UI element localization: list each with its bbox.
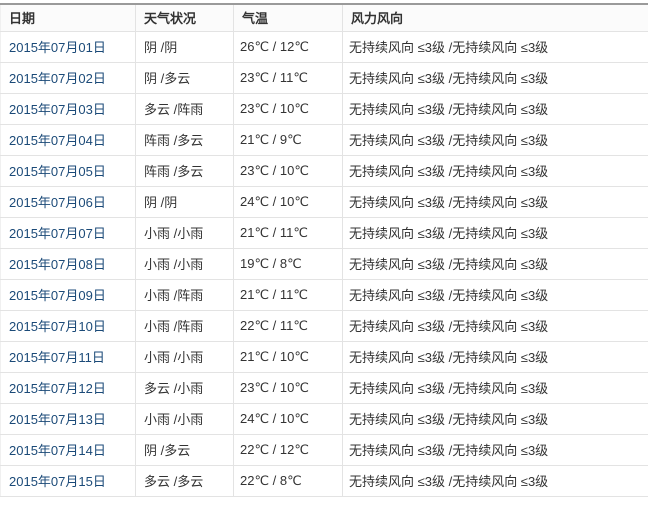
wind-cell: 无持续风向 ≤3级 /无持续风向 ≤3级 <box>342 155 648 187</box>
column-header-temp: 气温 <box>233 4 343 32</box>
wind-cell: 无持续风向 ≤3级 /无持续风向 ≤3级 <box>342 186 648 218</box>
table-row: 2015年07月03日 多云 /阵雨 23℃ / 10℃ 无持续风向 ≤3级 /无持续… <box>0 93 648 125</box>
wind-cell: 无持续风向 ≤3级 /无持续风向 ≤3级 <box>342 310 648 342</box>
weather-cell: 小雨 /小雨 <box>135 217 234 249</box>
date-link[interactable]: 2015年07月08日 <box>9 257 106 272</box>
weather-cell: 小雨 /小雨 <box>135 403 234 435</box>
weather-cell: 阴 /阴 <box>135 31 234 63</box>
wind-cell: 无持续风向 ≤3级 /无持续风向 ≤3级 <box>342 341 648 373</box>
table-row: 2015年07月04日 阵雨 /多云 21℃ / 9℃ 无持续风向 ≤3级 /无持续风… <box>0 124 648 156</box>
temperature-cell: 21℃ / 11℃ <box>233 217 343 249</box>
column-header-wind: 风力风向 <box>342 4 648 32</box>
temperature-cell: 22℃ / 8℃ <box>233 465 343 497</box>
temperature-cell: 21℃ / 10℃ <box>233 341 343 373</box>
date-cell[interactable]: 2015年07月11日 <box>0 341 136 373</box>
temperature-cell: 23℃ / 10℃ <box>233 155 343 187</box>
table-row: 2015年07月15日 多云 /多云 22℃ / 8℃ 无持续风向 ≤3级 /无持续风… <box>0 465 648 497</box>
date-link[interactable]: 2015年07月07日 <box>9 226 106 241</box>
wind-cell: 无持续风向 ≤3级 /无持续风向 ≤3级 <box>342 403 648 435</box>
weather-cell: 小雨 /阵雨 <box>135 279 234 311</box>
date-link[interactable]: 2015年07月04日 <box>9 133 106 148</box>
date-link[interactable]: 2015年07月15日 <box>9 474 106 489</box>
table-row: 2015年07月13日 小雨 /小雨 24℃ / 10℃ 无持续风向 ≤3级 /无持续… <box>0 403 648 435</box>
date-link[interactable]: 2015年07月11日 <box>9 350 105 365</box>
weather-cell: 阴 /多云 <box>135 434 234 466</box>
table-row: 2015年07月10日 小雨 /阵雨 22℃ / 11℃ 无持续风向 ≤3级 /无持续… <box>0 310 648 342</box>
date-link[interactable]: 2015年07月12日 <box>9 381 106 396</box>
date-cell[interactable]: 2015年07月08日 <box>0 248 136 280</box>
table-row: 2015年07月08日 小雨 /小雨 19℃ / 8℃ 无持续风向 ≤3级 /无持续风… <box>0 248 648 280</box>
table-row: 2015年07月12日 多云 /小雨 23℃ / 10℃ 无持续风向 ≤3级 /无持续… <box>0 372 648 404</box>
wind-cell: 无持续风向 ≤3级 /无持续风向 ≤3级 <box>342 434 648 466</box>
wind-cell: 无持续风向 ≤3级 /无持续风向 ≤3级 <box>342 62 648 94</box>
temperature-cell: 22℃ / 12℃ <box>233 434 343 466</box>
table-row: 2015年07月14日 阴 /多云 22℃ / 12℃ 无持续风向 ≤3级 /无持续风… <box>0 434 648 466</box>
wind-cell: 无持续风向 ≤3级 /无持续风向 ≤3级 <box>342 124 648 156</box>
date-link[interactable]: 2015年07月01日 <box>9 40 106 55</box>
temperature-cell: 26℃ / 12℃ <box>233 31 343 63</box>
weather-cell: 阵雨 /多云 <box>135 155 234 187</box>
date-cell[interactable]: 2015年07月01日 <box>0 31 136 63</box>
date-cell[interactable]: 2015年07月03日 <box>0 93 136 125</box>
wind-cell: 无持续风向 ≤3级 /无持续风向 ≤3级 <box>342 465 648 497</box>
weather-cell: 多云 /阵雨 <box>135 93 234 125</box>
date-cell[interactable]: 2015年07月05日 <box>0 155 136 187</box>
weather-cell: 多云 /小雨 <box>135 372 234 404</box>
date-cell[interactable]: 2015年07月04日 <box>0 124 136 156</box>
date-cell[interactable]: 2015年07月09日 <box>0 279 136 311</box>
weather-table-body: 2015年07月01日阴 /阴 26℃ / 12℃ 无持续风向 ≤3级 /无持续风向… <box>0 31 648 497</box>
date-link[interactable]: 2015年07月05日 <box>9 164 106 179</box>
temperature-cell: 21℃ / 9℃ <box>233 124 343 156</box>
weather-history-table: 日期 天气状况 气温 风力风向 2015年07月01日阴 /阴 26℃ / 12℃… <box>0 3 648 497</box>
column-header-weather: 天气状况 <box>135 4 234 32</box>
weather-cell: 多云 /多云 <box>135 465 234 497</box>
weather-cell: 阵雨 /多云 <box>135 124 234 156</box>
wind-cell: 无持续风向 ≤3级 /无持续风向 ≤3级 <box>342 372 648 404</box>
date-link[interactable]: 2015年07月09日 <box>9 288 106 303</box>
table-row: 2015年07月05日 阵雨 /多云 23℃ / 10℃ 无持续风向 ≤3级 /无持续… <box>0 155 648 187</box>
column-header-date: 日期 <box>0 4 136 32</box>
temperature-cell: 22℃ / 11℃ <box>233 310 343 342</box>
date-link[interactable]: 2015年07月14日 <box>9 443 106 458</box>
wind-cell: 无持续风向 ≤3级 /无持续风向 ≤3级 <box>342 93 648 125</box>
date-cell[interactable]: 2015年07月06日 <box>0 186 136 218</box>
date-cell[interactable]: 2015年07月14日 <box>0 434 136 466</box>
table-row: 2015年07月01日 阴 /阴 26℃ / 12℃ 无持续风向 ≤3级 /无持续风向… <box>0 31 648 63</box>
weather-cell: 阴 /多云 <box>135 62 234 94</box>
table-row: 2015年07月02日 阴 /多云 23℃ / 11℃ 无持续风向 ≤3级 /无持续风… <box>0 62 648 94</box>
date-cell[interactable]: 2015年07月10日 <box>0 310 136 342</box>
temperature-cell: 24℃ / 10℃ <box>233 403 343 435</box>
date-link[interactable]: 2015年07月03日 <box>9 102 106 117</box>
header-row: 日期 天气状况 气温 风力风向 <box>0 4 648 32</box>
table-row: 2015年07月06日 阴 /阴 24℃ / 10℃ 无持续风向 ≤3级 /无持续风向… <box>0 186 648 218</box>
weather-cell: 小雨 /小雨 <box>135 341 234 373</box>
temperature-cell: 21℃ / 11℃ <box>233 279 343 311</box>
table-row: 2015年07月11日 小雨 /小雨 21℃ / 10℃ 无持续风向 ≤3级 /无持续… <box>0 341 648 373</box>
table-row: 2015年07月07日 小雨 /小雨 21℃ / 11℃ 无持续风向 ≤3级 /无持续… <box>0 217 648 249</box>
wind-cell: 无持续风向 ≤3级 /无持续风向 ≤3级 <box>342 248 648 280</box>
temperature-cell: 23℃ / 10℃ <box>233 372 343 404</box>
weather-cell: 阴 /阴 <box>135 186 234 218</box>
table-header: 日期 天气状况 气温 风力风向 <box>0 4 648 32</box>
temperature-cell: 23℃ / 10℃ <box>233 93 343 125</box>
wind-cell: 无持续风向 ≤3级 /无持续风向 ≤3级 <box>342 279 648 311</box>
date-cell[interactable]: 2015年07月02日 <box>0 62 136 94</box>
weather-cell: 小雨 /小雨 <box>135 248 234 280</box>
wind-cell: 无持续风向 ≤3级 /无持续风向 ≤3级 <box>342 217 648 249</box>
date-link[interactable]: 2015年07月13日 <box>9 412 106 427</box>
wind-cell: 无持续风向 ≤3级 /无持续风向 ≤3级 <box>342 31 648 63</box>
table-row: 2015年07月09日 小雨 /阵雨 21℃ / 11℃ 无持续风向 ≤3级 /无持续… <box>0 279 648 311</box>
date-link[interactable]: 2015年07月10日 <box>9 319 106 334</box>
date-cell[interactable]: 2015年07月15日 <box>0 465 136 497</box>
date-cell[interactable]: 2015年07月12日 <box>0 372 136 404</box>
temperature-cell: 23℃ / 11℃ <box>233 62 343 94</box>
weather-cell: 小雨 /阵雨 <box>135 310 234 342</box>
date-link[interactable]: 2015年07月02日 <box>9 71 106 86</box>
date-cell[interactable]: 2015年07月07日 <box>0 217 136 249</box>
temperature-cell: 24℃ / 10℃ <box>233 186 343 218</box>
date-cell[interactable]: 2015年07月13日 <box>0 403 136 435</box>
date-link[interactable]: 2015年07月06日 <box>9 195 106 210</box>
temperature-cell: 19℃ / 8℃ <box>233 248 343 280</box>
